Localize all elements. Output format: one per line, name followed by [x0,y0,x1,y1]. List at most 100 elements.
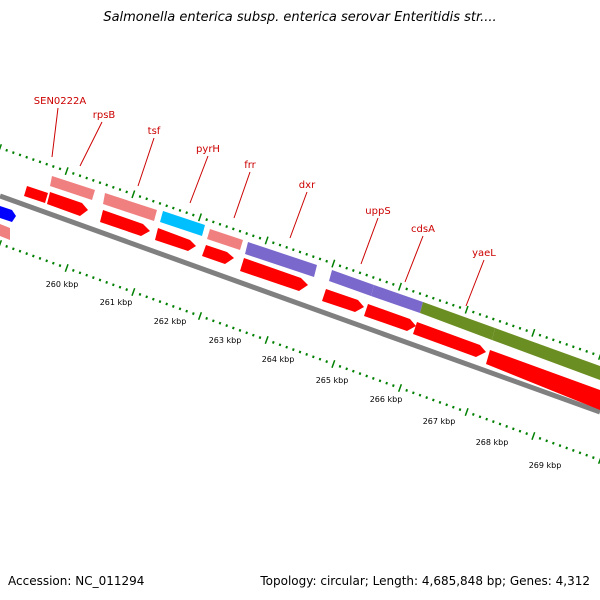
leader-line-dxr [289,191,308,239]
minor-tick [118,285,122,289]
minor-tick [111,283,115,287]
minor-tick [31,254,35,258]
minor-tick [191,312,195,316]
kbp-label: 265 kbp [316,376,349,385]
cds-feature-5[interactable] [202,245,234,264]
major-tick [64,167,69,176]
minor-tick [71,171,75,175]
minor-tick [251,234,255,238]
minor-tick [285,245,289,249]
gene-feature-tsf[interactable] [103,193,157,221]
minor-tick [538,333,542,337]
minor-tick [238,328,242,332]
cds-feature-1[interactable] [24,186,48,203]
minor-tick [491,420,495,424]
gene-label-frr: frr [244,160,256,171]
minor-tick [451,303,455,307]
major-tick [397,383,403,393]
inner-tick-marks [0,239,600,465]
minor-tick [291,348,295,352]
minor-tick [551,441,555,445]
minor-tick [578,347,582,351]
gene-feature-frr[interactable] [207,229,243,250]
minor-tick [498,422,502,426]
cds-feature-4[interactable] [155,228,196,251]
minor-tick [138,195,142,198]
major-tick [464,407,469,417]
minor-tick [185,211,189,215]
cds-feature-8[interactable] [364,304,416,331]
cds-feature-3[interactable] [100,210,150,236]
gene-label-dxr: dxr [299,180,316,191]
minor-tick [338,264,342,268]
minor-tick [305,252,309,256]
major-tick [197,311,203,321]
minor-tick [585,453,589,457]
gene-feature-pyrH[interactable] [160,211,205,236]
minor-tick [591,352,595,356]
cds-feature-9[interactable] [413,322,486,357]
major-tick [197,213,203,222]
minor-tick [438,400,442,404]
gene-feature-uppS[interactable] [329,270,374,296]
outer-tick-marks [0,143,600,361]
gene-feature-rpsB[interactable] [50,176,95,200]
major-tick [331,359,336,369]
major-tick [64,263,69,273]
major-tick [264,236,269,245]
major-tick [464,305,469,314]
minor-tick [405,388,409,392]
minor-tick [405,287,409,291]
minor-tick [305,352,309,356]
minor-tick [551,338,555,342]
leader-line-yaeL [465,259,485,307]
kbp-label: 263 kbp [209,336,242,345]
gene-label-uppS: uppS [365,206,390,217]
minor-tick [145,295,149,299]
minor-tick [58,264,62,268]
kbp-label: 268 kbp [476,438,509,447]
cds-feature-6[interactable] [240,258,308,291]
minor-tick [318,257,322,261]
minor-tick [85,176,89,180]
minor-tick [425,396,429,400]
minor-tick [571,448,575,452]
minor-tick [245,232,249,235]
map-title: Salmonella enterica subsp. enterica sero… [103,10,497,25]
gene-feature-dxr[interactable] [245,242,317,277]
minor-tick [571,345,575,349]
minor-tick [25,155,29,159]
major-tick [597,353,600,361]
gene-feature-olive-right[interactable] [492,328,600,380]
leader-line-tsf [137,137,155,187]
gene-feature-yaeL[interactable] [420,302,495,340]
gene-feature-pink-left[interactable] [0,224,10,240]
minor-tick [11,247,15,251]
cds-feature-7[interactable] [322,289,364,312]
accession-label: Accession: NC_011294 [8,574,145,588]
minor-tick [85,273,89,277]
minor-tick [558,444,562,448]
minor-tick [445,403,449,407]
minor-tick [325,360,329,364]
cds-feature-10[interactable] [486,350,600,410]
minor-tick [418,292,422,296]
leader-line-rpsB [79,121,103,167]
major-tick [0,239,3,247]
major-tick [131,287,136,297]
minor-tick [78,271,82,275]
minor-tick [378,379,382,383]
minor-tick [171,304,175,308]
minor-tick [45,162,49,166]
minor-tick [31,158,35,162]
gene-feature-blue[interactable] [0,206,16,222]
gene-feature-cdsA[interactable] [371,285,423,313]
cds-feature-2[interactable] [47,192,88,216]
minor-tick [391,282,395,286]
minor-tick [431,398,435,402]
minor-tick [525,329,529,333]
minor-tick [91,178,95,182]
minor-tick [185,309,189,313]
minor-tick [385,381,389,385]
minor-tick [485,417,489,421]
